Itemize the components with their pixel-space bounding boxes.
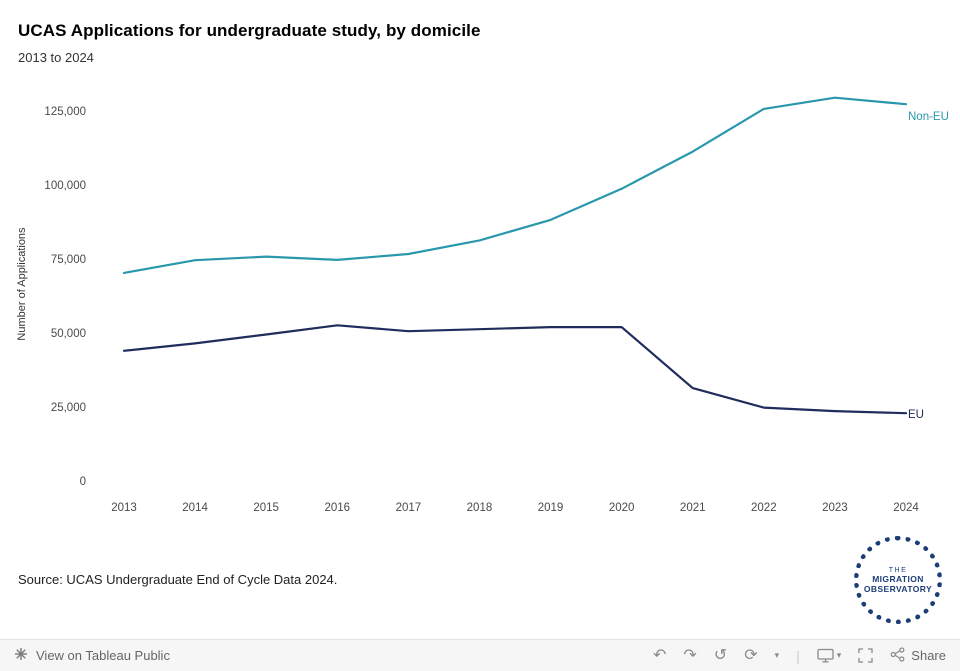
revert-icon[interactable]: ↺: [713, 646, 728, 664]
share-icon: [890, 646, 905, 665]
fullscreen-icon: [858, 648, 873, 663]
x-tick-label: 2021: [680, 502, 706, 514]
x-tick-label: 2022: [751, 502, 777, 514]
logo-line-1: THE: [888, 566, 908, 574]
toolbar-controls: ↶ ↷ ↺ ⟳ ▾ | ▾: [652, 646, 946, 665]
redo-icon[interactable]: ↷: [683, 646, 697, 664]
x-tick-label: 2017: [396, 502, 422, 514]
undo-icon[interactable]: ↶: [652, 646, 667, 664]
series-label-eu: EU: [908, 409, 924, 421]
download-caret-icon: ▾: [836, 650, 842, 660]
toolbar-separator: |: [796, 647, 800, 664]
fullscreen-button[interactable]: [858, 648, 873, 663]
logo-line-2: MIGRATION: [872, 573, 924, 584]
migration-observatory-logo: THE MIGRATION OBSERVATORY: [854, 536, 942, 624]
tableau-toolbar: View on Tableau Public ↶ ↷ ↺ ⟳ ▾ | ▾: [0, 639, 960, 671]
x-tick-label: 2015: [253, 502, 279, 514]
x-tick-label: 2020: [609, 502, 635, 514]
x-tick-label: 2014: [182, 502, 208, 514]
view-on-tableau-public-label: View on Tableau Public: [36, 648, 170, 663]
y-tick-label: 50,000: [51, 328, 86, 340]
x-tick-label: 2018: [467, 502, 493, 514]
chart-subtitle: 2013 to 2024: [18, 50, 94, 65]
series-line-non-eu[interactable]: [122, 96, 908, 274]
series-label-non-eu: Non-EU: [908, 111, 949, 123]
series-line-eu[interactable]: [122, 324, 908, 415]
x-tick-label: 2013: [111, 502, 137, 514]
x-tick-label: 2019: [538, 502, 564, 514]
more-options-caret-icon[interactable]: ▾: [774, 650, 780, 660]
y-tick-label: 125,000: [44, 106, 86, 118]
logo-line-3: OBSERVATORY: [863, 583, 933, 594]
share-label: Share: [911, 648, 946, 663]
x-axis-tick-labels: 2013 2014 2015 2016 2017 2018 2019 2020 2021 2022…: [111, 502, 919, 514]
y-tick-label: 100,000: [44, 180, 86, 192]
y-tick-label: 25,000: [51, 402, 86, 414]
series-end-labels: Non-EU EU: [908, 111, 949, 421]
refresh-icon[interactable]: ⟳: [744, 646, 758, 664]
source-note: Source: UCAS Undergraduate End of Cycle …: [18, 572, 338, 587]
share-button[interactable]: Share: [890, 646, 946, 665]
x-tick-label: 2016: [324, 502, 350, 514]
y-tick-label: 0: [80, 476, 86, 488]
series-lines: [122, 96, 908, 415]
y-tick-label: 75,000: [51, 254, 86, 266]
x-tick-label: 2023: [822, 502, 848, 514]
y-axis-tick-labels: 0 25,000 50,000 75,000 100,000 125,000: [44, 106, 86, 488]
display-download-icon: [817, 648, 834, 663]
tableau-logo-icon: [14, 647, 28, 664]
chart-title: UCAS Applications for undergraduate stud…: [18, 21, 481, 40]
download-button[interactable]: ▾: [817, 648, 842, 663]
x-tick-label: 2024: [893, 502, 919, 514]
view-on-tableau-public-link[interactable]: View on Tableau Public: [14, 647, 170, 664]
